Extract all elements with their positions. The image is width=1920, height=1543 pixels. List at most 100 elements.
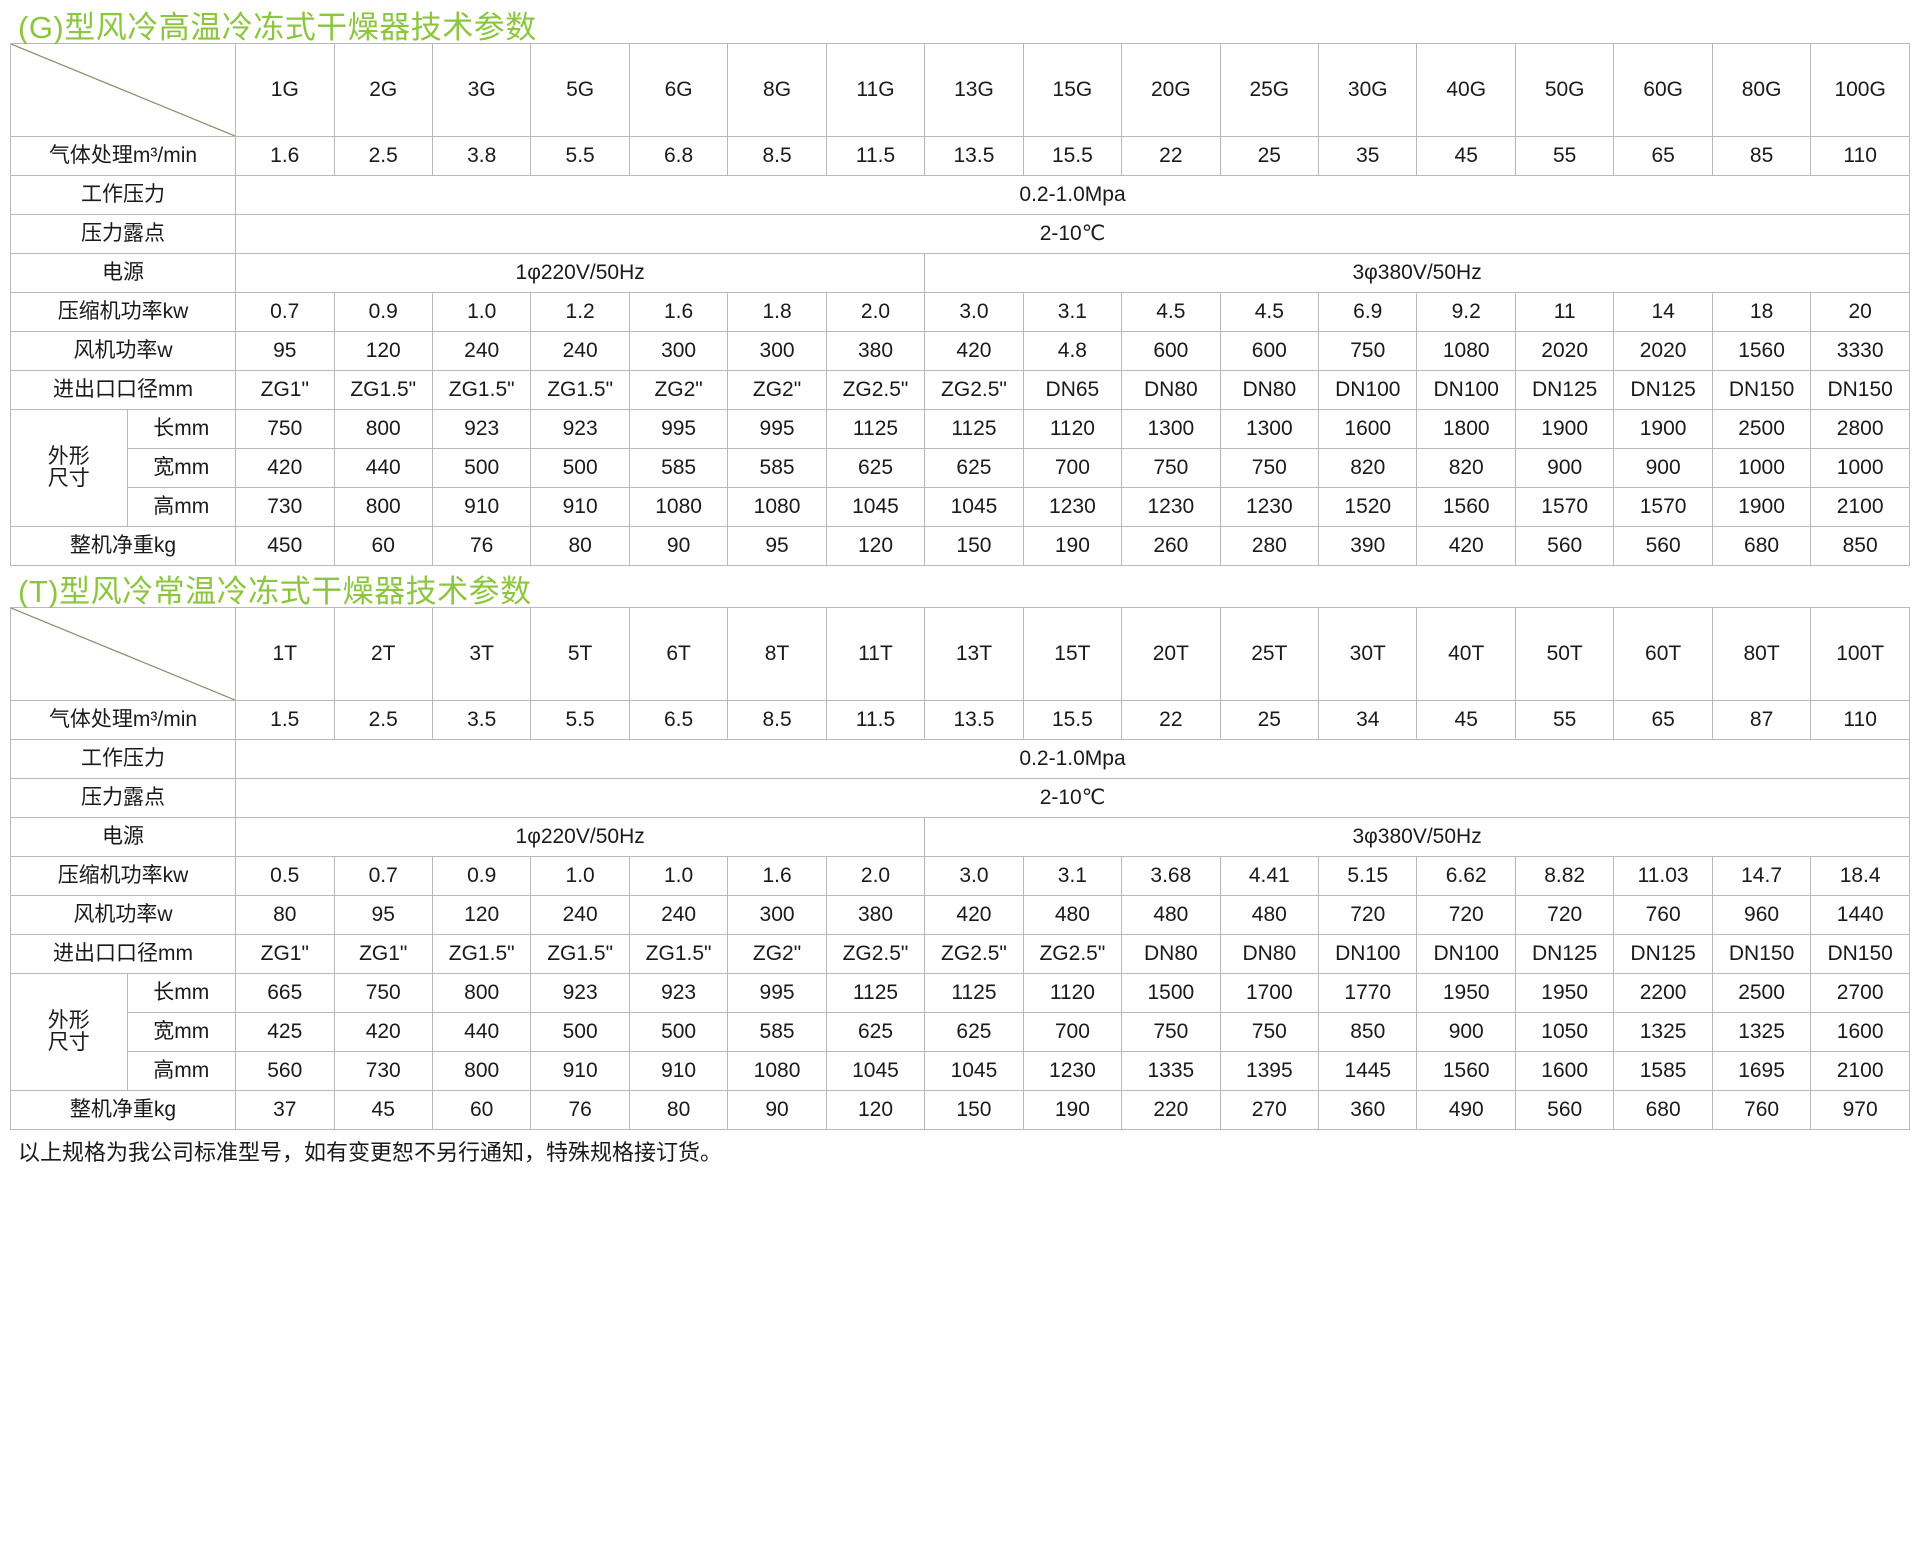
cell-value: 560 (1613, 526, 1713, 566)
cell-value: 750 (1219, 1012, 1320, 1052)
section-title-t-series: (T)型风冷常温冷冻式干燥器技术参数 (18, 574, 532, 609)
cell-value: 360 (1318, 1090, 1418, 1130)
model-header-6g: 6G (628, 43, 729, 137)
model-header-11g: 11G (825, 43, 926, 137)
model-header-3t: 3T (431, 607, 532, 701)
dimension-group-label-line1: 外形 (47, 1008, 90, 1032)
model-header-5t: 5T (530, 607, 630, 701)
corner-item-label: 项目 (33, 104, 75, 128)
cell-value: 0.7 (235, 292, 335, 332)
cell-value: 45 (1416, 700, 1516, 740)
cell-value: 1440 (1810, 895, 1910, 935)
cell-value: 600 (1219, 331, 1320, 371)
cell-value: 300 (727, 331, 827, 371)
cell-value: 2500 (1711, 973, 1812, 1013)
model-header-15g: 15G (1022, 43, 1123, 137)
cell-value: 910 (628, 1051, 729, 1091)
cell-value: 11.5 (825, 136, 926, 176)
table-row: 外形 尺寸 长mm 750 800 923 923 995 995 1125 1125 1120 130… (10, 409, 1910, 527)
cell-value: 3.0 (924, 856, 1024, 896)
cell-value: 120 (431, 895, 532, 935)
table-row: 压力露点 2-10℃ (9, 214, 1910, 254)
cell-value: 240 (530, 895, 630, 935)
cell-value: 280 (1219, 526, 1320, 566)
cell-value: 1570 (1514, 487, 1615, 527)
cell-value: 850 (1810, 526, 1910, 566)
cell-value: 480 (1022, 895, 1123, 935)
table-row: 工作压力 0.2-1.0Mpa (9, 739, 1910, 779)
cell-value: 0.5 (235, 856, 335, 896)
cell-value: 6.5 (628, 700, 729, 740)
model-header-1g: 1G (235, 43, 335, 137)
cell-power-three-phase: 3φ380V/50Hz (924, 817, 1910, 857)
cell-value: 2500 (1711, 409, 1812, 449)
cell-value: 910 (530, 487, 630, 527)
model-header-13g: 13G (924, 43, 1024, 137)
cell-power-three-phase: 3φ380V/50Hz (924, 253, 1910, 293)
cell-value: 750 (1318, 331, 1418, 371)
cell-value: 14.7 (1711, 856, 1812, 896)
dimension-sub-label: 宽mm (126, 1012, 237, 1052)
dimension-sub-label: 宽mm (126, 448, 237, 488)
table-row: 风机功率w 80 95 120 240 240 300 380 420 480 480 480 720 7… (9, 895, 1910, 935)
spec-table-t-series: 规格 项目 1T 2T 3T 5T 6T 8T 11T 13T 15T 20T 25T 30T 40T 5… (9, 607, 1910, 1130)
cell-value: 240 (628, 895, 729, 935)
cell-value: 1560 (1416, 1051, 1516, 1091)
cell-value: 1125 (924, 973, 1024, 1013)
cell-value: 500 (530, 448, 630, 488)
cell-value: 910 (530, 1051, 630, 1091)
row-label: 电源 (9, 817, 237, 857)
cell-value: 2800 (1810, 409, 1910, 449)
cell-value: 2.0 (825, 856, 926, 896)
cell-value: ZG2.5" (924, 370, 1024, 410)
table-row: 压力露点 2-10℃ (9, 778, 1910, 818)
cell-value: DN80 (1121, 370, 1221, 410)
cell-value: 2.5 (333, 700, 433, 740)
model-header-20g: 20G (1121, 43, 1221, 137)
cell-value: 900 (1613, 448, 1713, 488)
cell-value: 1.6 (727, 856, 827, 896)
cell-value: 1900 (1514, 409, 1615, 449)
cell-value: 380 (825, 331, 926, 371)
spec-table-g-series: 规格 项目 1G 2G 3G 5G 6G 8G 11G 13G 15G 20G 25G 30G 40G 5… (9, 43, 1910, 566)
cell-value: 440 (431, 1012, 532, 1052)
row-label: 进出口口径mm (9, 934, 237, 974)
cell-value: 1050 (1514, 1012, 1615, 1052)
cell-value: DN80 (1219, 934, 1320, 974)
cell-value: 9.2 (1416, 292, 1516, 332)
cell-value: 4.41 (1219, 856, 1320, 896)
cell-value: 1080 (727, 1051, 827, 1091)
cell-value: 1230 (1219, 487, 1320, 527)
table-row: 高mm 560 730 800 910 910 1080 1045 1045 1230 1335 13… (11, 1051, 1910, 1091)
cell-value: 85 (1711, 136, 1812, 176)
cell-value: 0.9 (431, 856, 532, 896)
cell-value: 750 (1219, 448, 1320, 488)
cell-value: DN100 (1416, 934, 1516, 974)
cell-value: 190 (1022, 1090, 1123, 1130)
cell-value: 1300 (1219, 409, 1320, 449)
cell-value: 120 (333, 331, 433, 371)
cell-value: 380 (825, 895, 926, 935)
cell-value: 1800 (1416, 409, 1516, 449)
cell-value: 720 (1318, 895, 1418, 935)
cell-value: 1.2 (530, 292, 630, 332)
cell-value: 6.9 (1318, 292, 1418, 332)
cell-value: 95 (727, 526, 827, 566)
cell-value: 14 (1613, 292, 1713, 332)
cell-value: 22 (1121, 700, 1221, 740)
cell-value: 110 (1810, 700, 1910, 740)
cell-value: 1230 (1022, 487, 1123, 527)
row-label: 整机净重kg (9, 1090, 237, 1130)
cell-value: 1695 (1711, 1051, 1812, 1091)
cell-value: 3.8 (431, 136, 532, 176)
cell-value: DN100 (1416, 370, 1516, 410)
model-header-40g: 40G (1416, 43, 1516, 137)
cell-value: 25 (1219, 700, 1320, 740)
cell-value: 995 (727, 409, 827, 449)
table-row: 进出口口径mm ZG1" ZG1.5" ZG1.5" ZG1.5" ZG2" ZG2" ZG2… (9, 370, 1910, 410)
cell-value: 420 (924, 895, 1024, 935)
dimension-group-label-line2: 尺寸 (47, 1031, 90, 1054)
cell-value: 15.5 (1022, 700, 1123, 740)
cell-value: 5.15 (1318, 856, 1418, 896)
